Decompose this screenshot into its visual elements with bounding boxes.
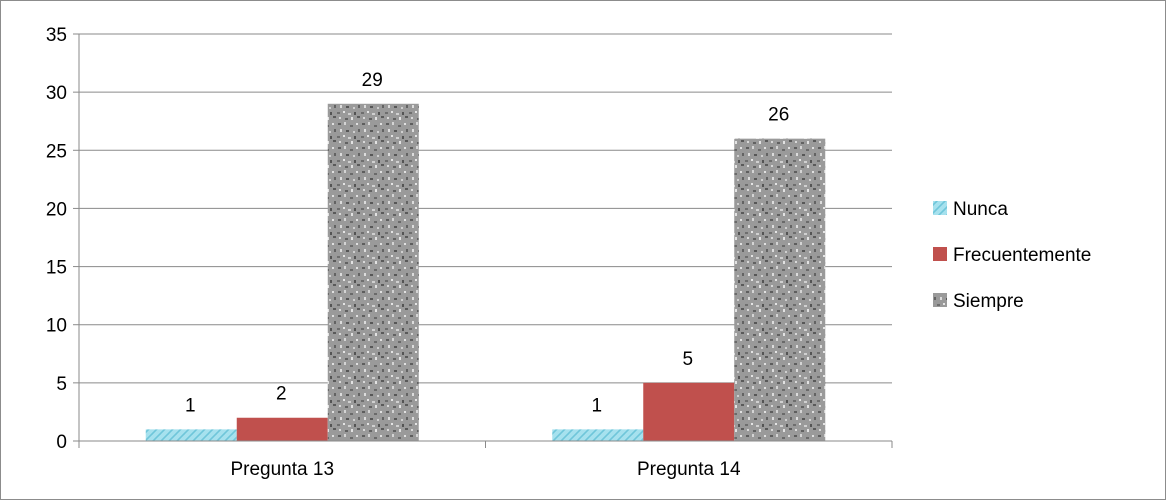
x-tick-label: Pregunta 14 [637, 459, 741, 480]
bar-nunca [145, 429, 237, 441]
bar-siempre [327, 103, 419, 442]
legend-label: Siempre [953, 291, 1024, 312]
y-tick-label: 30 [46, 83, 67, 104]
gridlines [79, 33, 892, 384]
bar-siempre [734, 138, 826, 441]
y-tick-label: 0 [56, 432, 67, 453]
y-tick-label: 25 [46, 141, 67, 162]
data-label: 5 [682, 349, 693, 370]
data-label: 2 [276, 384, 287, 405]
x-tick-label: Pregunta 13 [230, 459, 334, 480]
legend: Nunca Frecuentemente Siempre [933, 199, 1091, 312]
y-tick-label: 15 [46, 258, 67, 279]
legend-swatch [933, 247, 947, 261]
bar-frecuentemente [236, 417, 328, 441]
legend-label: Frecuentemente [953, 245, 1091, 266]
bars [145, 103, 826, 442]
bar-frecuentemente [643, 382, 735, 441]
y-tick-label: 35 [46, 25, 67, 46]
legend-swatch [933, 201, 947, 215]
data-label: 26 [768, 105, 789, 126]
data-label: 29 [362, 70, 383, 91]
data-label: 1 [591, 395, 602, 416]
x-axis: Pregunta 13 Pregunta 14 [78, 440, 893, 480]
y-tick-label: 5 [56, 374, 67, 395]
legend-label: Nunca [953, 199, 1008, 220]
y-tick-label: 10 [46, 316, 67, 337]
data-label: 1 [185, 395, 196, 416]
y-axis: 0 5 10 15 20 25 30 35 [46, 25, 80, 453]
bar-nunca [552, 429, 644, 441]
y-tick-label: 20 [46, 199, 67, 220]
data-labels: 1 2 29 1 5 26 [185, 70, 789, 417]
legend-swatch [933, 293, 947, 307]
